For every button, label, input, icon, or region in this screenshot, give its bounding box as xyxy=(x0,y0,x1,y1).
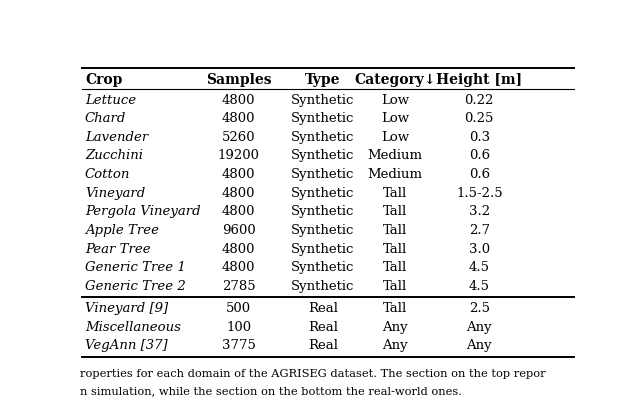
Text: Crop: Crop xyxy=(85,73,122,87)
Text: Pear Tree: Pear Tree xyxy=(85,243,150,256)
Text: Low: Low xyxy=(381,93,409,106)
Text: 500: 500 xyxy=(226,302,252,315)
Text: Samples: Samples xyxy=(206,73,271,87)
Text: Tall: Tall xyxy=(383,205,407,218)
Text: Lavender: Lavender xyxy=(85,131,148,144)
Text: 0.25: 0.25 xyxy=(465,112,494,125)
Text: Lettuce: Lettuce xyxy=(85,93,136,106)
Text: Chard: Chard xyxy=(85,112,126,125)
Text: Medium: Medium xyxy=(367,149,422,162)
Text: Real: Real xyxy=(308,321,338,334)
Text: Zucchini: Zucchini xyxy=(85,149,143,162)
Text: 4800: 4800 xyxy=(222,187,255,200)
Text: 4.5: 4.5 xyxy=(468,280,490,293)
Text: 4.5: 4.5 xyxy=(468,261,490,274)
Text: Synthetic: Synthetic xyxy=(291,149,355,162)
Text: Synthetic: Synthetic xyxy=(291,168,355,181)
Text: 4800: 4800 xyxy=(222,261,255,274)
Text: 2785: 2785 xyxy=(222,280,255,293)
Text: Synthetic: Synthetic xyxy=(291,280,355,293)
Text: Tall: Tall xyxy=(383,224,407,237)
Text: 4800: 4800 xyxy=(222,243,255,256)
Text: Tall: Tall xyxy=(383,280,407,293)
Text: Tall: Tall xyxy=(383,302,407,315)
Text: Synthetic: Synthetic xyxy=(291,131,355,144)
Text: VegAnn [37]: VegAnn [37] xyxy=(85,339,168,352)
Text: 100: 100 xyxy=(226,321,252,334)
Text: roperties for each domain of the AGRISEG dataset. The section on the top repor: roperties for each domain of the AGRISEG… xyxy=(80,369,546,379)
Text: Pergola Vineyard: Pergola Vineyard xyxy=(85,205,200,218)
Text: Real: Real xyxy=(308,302,338,315)
Text: 2.7: 2.7 xyxy=(468,224,490,237)
Text: Synthetic: Synthetic xyxy=(291,261,355,274)
Text: 3.2: 3.2 xyxy=(468,205,490,218)
Text: Generic Tree 1: Generic Tree 1 xyxy=(85,261,186,274)
Text: Miscellaneous: Miscellaneous xyxy=(85,321,181,334)
Text: Synthetic: Synthetic xyxy=(291,243,355,256)
Text: 0.6: 0.6 xyxy=(468,168,490,181)
Text: Synthetic: Synthetic xyxy=(291,187,355,200)
Text: 5260: 5260 xyxy=(222,131,255,144)
Text: Tall: Tall xyxy=(383,187,407,200)
Text: Synthetic: Synthetic xyxy=(291,205,355,218)
Text: n simulation, while the section on the bottom the real-world ones.: n simulation, while the section on the b… xyxy=(80,386,462,396)
Text: Any: Any xyxy=(382,339,408,352)
Text: Any: Any xyxy=(382,321,408,334)
Text: 4800: 4800 xyxy=(222,205,255,218)
Text: Low: Low xyxy=(381,112,409,125)
Text: Synthetic: Synthetic xyxy=(291,224,355,237)
Text: 0.6: 0.6 xyxy=(468,149,490,162)
Text: Height [m]: Height [m] xyxy=(436,73,522,87)
Text: 19200: 19200 xyxy=(218,149,260,162)
Text: Synthetic: Synthetic xyxy=(291,93,355,106)
Text: Tall: Tall xyxy=(383,261,407,274)
Text: Tall: Tall xyxy=(383,243,407,256)
Text: 2.5: 2.5 xyxy=(468,302,490,315)
Text: 4800: 4800 xyxy=(222,112,255,125)
Text: Any: Any xyxy=(467,321,492,334)
Text: Generic Tree 2: Generic Tree 2 xyxy=(85,280,186,293)
Text: Type: Type xyxy=(305,73,340,87)
Text: Low: Low xyxy=(381,131,409,144)
Text: Real: Real xyxy=(308,339,338,352)
Text: 3.0: 3.0 xyxy=(468,243,490,256)
Text: Vineyard [9]: Vineyard [9] xyxy=(85,302,168,315)
Text: 0.3: 0.3 xyxy=(468,131,490,144)
Text: 3775: 3775 xyxy=(222,339,255,352)
Text: 4800: 4800 xyxy=(222,168,255,181)
Text: Cotton: Cotton xyxy=(85,168,131,181)
Text: 0.22: 0.22 xyxy=(465,93,494,106)
Text: Vineyard: Vineyard xyxy=(85,187,145,200)
Text: Synthetic: Synthetic xyxy=(291,112,355,125)
Text: 1.5-2.5: 1.5-2.5 xyxy=(456,187,502,200)
Text: 4800: 4800 xyxy=(222,93,255,106)
Text: 9600: 9600 xyxy=(222,224,255,237)
Text: Category↓: Category↓ xyxy=(354,73,436,87)
Text: Medium: Medium xyxy=(367,168,422,181)
Text: Apple Tree: Apple Tree xyxy=(85,224,159,237)
Text: Any: Any xyxy=(467,339,492,352)
